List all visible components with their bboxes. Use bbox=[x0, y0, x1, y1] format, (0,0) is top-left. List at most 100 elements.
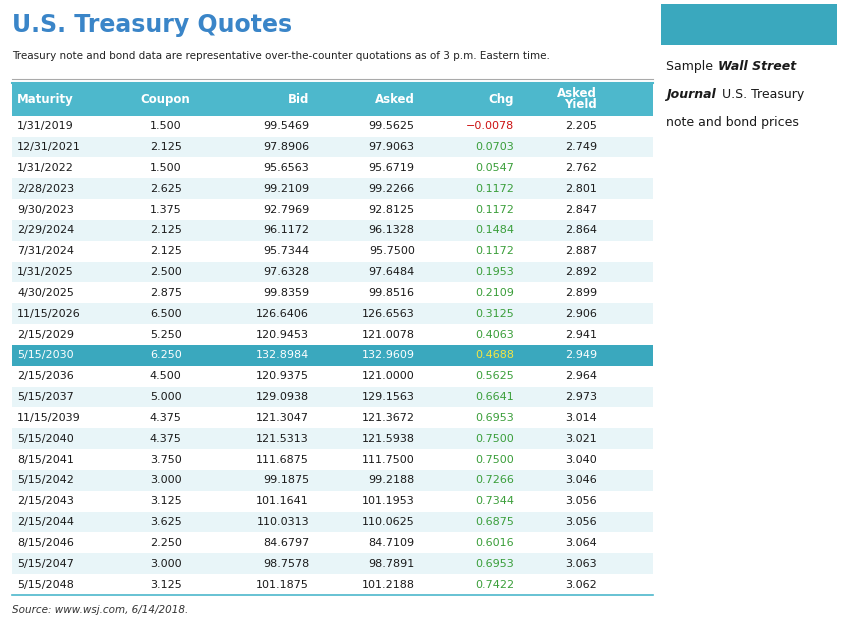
Text: 96.1328: 96.1328 bbox=[369, 226, 415, 235]
Text: Yield: Yield bbox=[564, 98, 597, 112]
Text: note and bond prices: note and bond prices bbox=[666, 116, 799, 129]
Text: 98.7578: 98.7578 bbox=[263, 559, 309, 569]
Text: 0.7500: 0.7500 bbox=[475, 434, 514, 444]
Text: 120.9375: 120.9375 bbox=[256, 371, 309, 381]
Text: 95.6719: 95.6719 bbox=[369, 163, 415, 173]
Bar bbox=[12, 262, 653, 282]
Text: 1.500: 1.500 bbox=[150, 121, 182, 131]
Text: 0.1953: 0.1953 bbox=[475, 267, 514, 277]
Text: 2/29/2024: 2/29/2024 bbox=[17, 226, 74, 235]
Text: 101.2188: 101.2188 bbox=[362, 579, 415, 589]
Text: 5/15/2037: 5/15/2037 bbox=[17, 392, 74, 402]
Text: 1/31/2025: 1/31/2025 bbox=[17, 267, 74, 277]
Text: 2.887: 2.887 bbox=[565, 246, 597, 256]
Text: 97.6328: 97.6328 bbox=[263, 267, 309, 277]
Text: 2.762: 2.762 bbox=[565, 163, 597, 173]
Text: 6.250: 6.250 bbox=[150, 350, 182, 360]
Text: Sample: Sample bbox=[666, 60, 717, 73]
Text: 92.8125: 92.8125 bbox=[369, 204, 415, 214]
Bar bbox=[12, 116, 653, 136]
Text: Journal: Journal bbox=[666, 88, 716, 101]
Text: 129.0938: 129.0938 bbox=[256, 392, 309, 402]
Text: 110.0313: 110.0313 bbox=[257, 517, 309, 527]
Text: 5/15/2040: 5/15/2040 bbox=[17, 434, 74, 444]
Text: 101.1641: 101.1641 bbox=[256, 497, 309, 506]
Text: 1.500: 1.500 bbox=[150, 163, 182, 173]
Text: 6.3: 6.3 bbox=[747, 15, 781, 34]
Text: 0.3125: 0.3125 bbox=[475, 309, 514, 319]
Text: −0.0078: −0.0078 bbox=[466, 121, 514, 131]
Text: 1/31/2022: 1/31/2022 bbox=[17, 163, 74, 173]
Text: 2.625: 2.625 bbox=[150, 184, 182, 194]
Bar bbox=[12, 324, 653, 345]
Text: 3.021: 3.021 bbox=[566, 434, 597, 444]
Text: 97.9063: 97.9063 bbox=[369, 142, 415, 152]
Text: 1/31/2019: 1/31/2019 bbox=[17, 121, 74, 131]
Text: 111.6875: 111.6875 bbox=[256, 455, 309, 465]
Text: 99.2266: 99.2266 bbox=[369, 184, 415, 194]
Text: Asked: Asked bbox=[557, 87, 597, 100]
Text: 3.000: 3.000 bbox=[150, 475, 182, 485]
Text: 2.949: 2.949 bbox=[565, 350, 597, 360]
Text: 3.056: 3.056 bbox=[566, 517, 597, 527]
Text: 0.6953: 0.6953 bbox=[475, 559, 514, 569]
Text: 3.125: 3.125 bbox=[150, 579, 182, 589]
Text: 5.000: 5.000 bbox=[150, 392, 182, 402]
Bar bbox=[12, 240, 653, 262]
Text: 2.205: 2.205 bbox=[566, 121, 597, 131]
Text: 5/15/2047: 5/15/2047 bbox=[17, 559, 74, 569]
Text: 2.864: 2.864 bbox=[565, 226, 597, 235]
Text: 0.4688: 0.4688 bbox=[475, 350, 514, 360]
Text: 99.2188: 99.2188 bbox=[369, 475, 415, 485]
Text: 2/15/2029: 2/15/2029 bbox=[17, 330, 74, 340]
Text: 0.5625: 0.5625 bbox=[475, 371, 514, 381]
Text: 1.375: 1.375 bbox=[150, 204, 182, 214]
Text: 2.892: 2.892 bbox=[565, 267, 597, 277]
Text: U.S. Treasury Quotes: U.S. Treasury Quotes bbox=[12, 13, 292, 37]
Text: 4/30/2025: 4/30/2025 bbox=[17, 288, 74, 298]
Text: FIGURE: FIGURE bbox=[699, 19, 747, 29]
Text: 0.4063: 0.4063 bbox=[475, 330, 514, 340]
Text: 2/15/2044: 2/15/2044 bbox=[17, 517, 74, 527]
Text: 96.1172: 96.1172 bbox=[263, 226, 309, 235]
Text: 2.875: 2.875 bbox=[150, 288, 182, 298]
Bar bbox=[12, 553, 653, 574]
Text: 2.899: 2.899 bbox=[565, 288, 597, 298]
Text: 2.964: 2.964 bbox=[565, 371, 597, 381]
Text: 0.1172: 0.1172 bbox=[475, 184, 514, 194]
Text: Coupon: Coupon bbox=[141, 93, 190, 106]
Text: 132.8984: 132.8984 bbox=[256, 350, 309, 360]
Bar bbox=[12, 303, 653, 324]
Text: 0.1172: 0.1172 bbox=[475, 246, 514, 256]
Text: 2.125: 2.125 bbox=[150, 226, 182, 235]
Text: 2.906: 2.906 bbox=[566, 309, 597, 319]
Text: Chg: Chg bbox=[488, 93, 514, 106]
Text: 95.7500: 95.7500 bbox=[369, 246, 415, 256]
Text: 121.5938: 121.5938 bbox=[362, 434, 415, 444]
Text: 5/15/2048: 5/15/2048 bbox=[17, 579, 74, 589]
Text: 3.750: 3.750 bbox=[150, 455, 182, 465]
Text: 2.801: 2.801 bbox=[566, 184, 597, 194]
Bar bbox=[12, 428, 653, 449]
Bar bbox=[661, 4, 837, 45]
Text: 0.0703: 0.0703 bbox=[475, 142, 514, 152]
Text: 95.6563: 95.6563 bbox=[264, 163, 309, 173]
Text: Source: www.wsj.com, 6/14/2018.: Source: www.wsj.com, 6/14/2018. bbox=[12, 605, 189, 615]
Bar bbox=[12, 407, 653, 428]
Bar bbox=[12, 282, 653, 303]
Text: 0.7266: 0.7266 bbox=[475, 475, 514, 485]
Text: Asked: Asked bbox=[375, 93, 415, 106]
Text: 2.941: 2.941 bbox=[565, 330, 597, 340]
Text: 3.014: 3.014 bbox=[566, 413, 597, 423]
Text: 0.6875: 0.6875 bbox=[475, 517, 514, 527]
Text: 129.1563: 129.1563 bbox=[362, 392, 415, 402]
Text: 9/30/2023: 9/30/2023 bbox=[17, 204, 74, 214]
Text: 2/15/2036: 2/15/2036 bbox=[17, 371, 74, 381]
Text: 3.125: 3.125 bbox=[150, 497, 182, 506]
Bar bbox=[12, 491, 653, 511]
Text: 99.1875: 99.1875 bbox=[263, 475, 309, 485]
Text: 2/28/2023: 2/28/2023 bbox=[17, 184, 74, 194]
Bar bbox=[12, 136, 653, 158]
Text: 126.6563: 126.6563 bbox=[362, 309, 415, 319]
Bar bbox=[12, 470, 653, 491]
